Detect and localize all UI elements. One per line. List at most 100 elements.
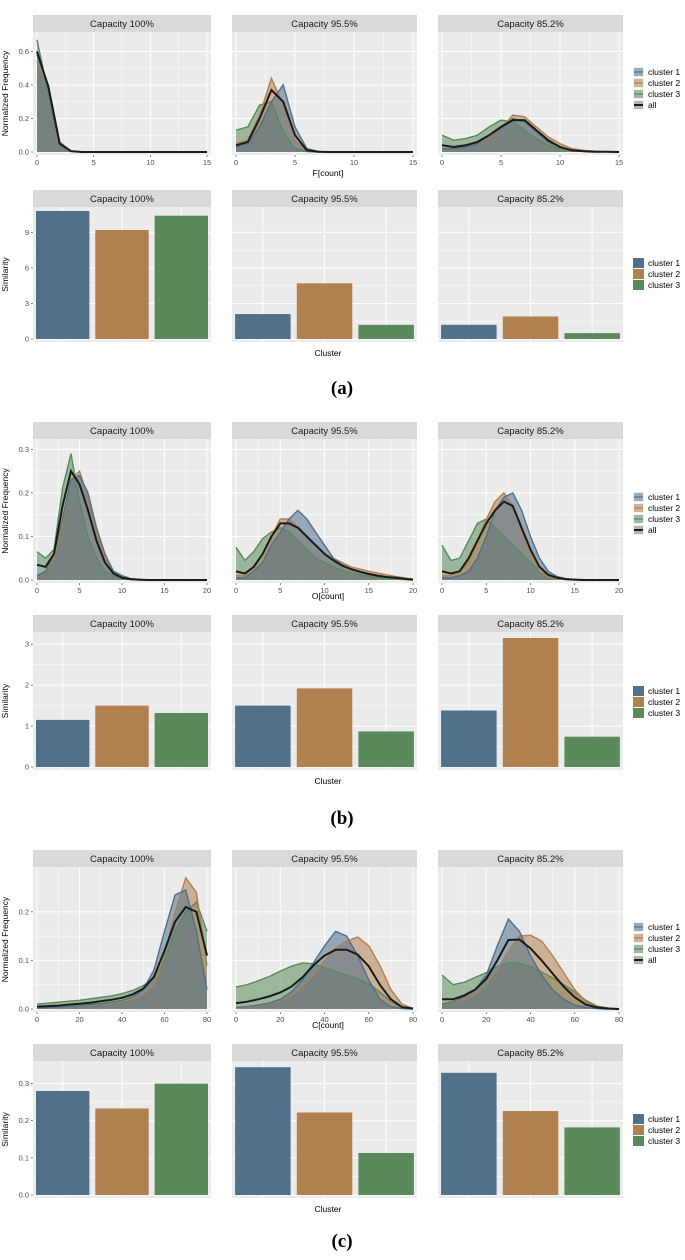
- x-tick-label: 0: [234, 586, 238, 595]
- x-axis-title: F[count]: [313, 168, 344, 178]
- y-axis-title: Similarity: [0, 683, 10, 718]
- y-tick-label: 0.3: [19, 1079, 29, 1088]
- bar-cluster-2: [95, 1108, 149, 1195]
- legend-label: cluster 2: [648, 78, 680, 88]
- facet-strip-label: Capacity 95.5%: [291, 194, 358, 205]
- legend-label: cluster 2: [648, 697, 680, 707]
- x-axis-title: Cluster: [315, 776, 342, 786]
- y-tick-label: 0.0: [19, 1005, 29, 1014]
- legend-label: cluster 3: [648, 708, 680, 718]
- bar-cluster-1: [36, 1091, 90, 1195]
- bar-cluster-1: [441, 1072, 497, 1195]
- panel-label: (b): [330, 808, 353, 829]
- x-tick-label: 10: [146, 158, 154, 167]
- facet-strip-label: Capacity 95.5%: [291, 619, 358, 630]
- facet-strip: [438, 1044, 623, 1061]
- y-tick-label: 2: [25, 681, 29, 690]
- line-cluster-3: [235, 526, 414, 581]
- facet-strip-label: Capacity 85.2%: [497, 619, 564, 630]
- x-tick-label: 5: [293, 158, 297, 167]
- facet-strip: [438, 190, 623, 207]
- facet-strip: [232, 190, 417, 207]
- bar-cluster-2: [296, 283, 353, 339]
- y-tick-label: 0.2: [19, 1116, 29, 1125]
- facet-strip: [232, 1044, 417, 1061]
- legend-key-fill: [633, 697, 644, 707]
- bar-cluster-3: [358, 731, 414, 767]
- legend-label: cluster 2: [648, 269, 680, 279]
- x-tick-label: 15: [571, 586, 579, 595]
- x-tick-label: 40: [118, 1015, 126, 1024]
- y-tick-label: 0.3: [19, 445, 29, 454]
- legend-key-fill: [633, 1114, 644, 1124]
- y-tick-label: 0: [25, 763, 29, 772]
- bar-cluster-3: [564, 1127, 620, 1195]
- x-tick-label: 5: [484, 586, 488, 595]
- bar-cluster-1: [235, 314, 291, 339]
- bar-cluster-2: [95, 705, 149, 767]
- bar-cluster-2: [502, 316, 559, 339]
- legend-label: cluster 1: [648, 922, 680, 932]
- line-all: [235, 88, 413, 153]
- legend-label: cluster 1: [648, 258, 680, 268]
- x-tick-label: 20: [276, 1015, 284, 1024]
- facet-strip-label: Capacity 100%: [90, 426, 154, 437]
- legend-key-fill: [633, 686, 644, 696]
- legend-key-fill: [633, 280, 644, 290]
- x-tick-label: 15: [160, 586, 168, 595]
- y-tick-label: 0: [25, 335, 29, 344]
- facet-strip: [33, 422, 211, 439]
- bar-cluster-2: [502, 1111, 559, 1195]
- x-tick-label: 20: [482, 1015, 490, 1024]
- x-tick-label: 15: [409, 158, 417, 167]
- bar-cluster-3: [358, 324, 414, 339]
- facet-strip-label: Capacity 85.2%: [497, 19, 564, 30]
- line-cluster-1: [235, 930, 414, 1010]
- facet-strip-label: Capacity 85.2%: [497, 194, 564, 205]
- bar-cluster-2: [296, 688, 353, 767]
- area-cluster-1: [236, 510, 413, 580]
- legend-label: all: [648, 100, 657, 110]
- x-tick-label: 40: [526, 1015, 534, 1024]
- line-all: [36, 468, 207, 581]
- legend-label: cluster 2: [648, 503, 680, 513]
- facet-strip: [438, 850, 623, 867]
- x-tick-label: 5: [499, 158, 503, 167]
- x-tick-label: 0: [440, 1015, 444, 1024]
- x-tick-label: 0: [234, 1015, 238, 1024]
- y-tick-label: 3: [25, 640, 29, 649]
- legend-label: cluster 2: [648, 933, 680, 943]
- y-tick-label: 0.2: [19, 488, 29, 497]
- bar-cluster-1: [441, 710, 497, 767]
- facet-strip: [232, 615, 417, 632]
- x-tick-label: 10: [320, 586, 328, 595]
- x-tick-label: 0: [35, 1015, 39, 1024]
- facet-strip-label: Capacity 100%: [90, 1048, 154, 1059]
- x-tick-label: 5: [77, 586, 81, 595]
- bar-cluster-3: [564, 333, 620, 339]
- legend-label: all: [648, 525, 657, 535]
- bar-cluster-1: [36, 211, 90, 339]
- line-all: [235, 522, 414, 581]
- y-tick-label: 0.4: [19, 80, 29, 89]
- facet-strip-label: Capacity 85.2%: [497, 426, 564, 437]
- facet-strip-label: Capacity 100%: [90, 194, 154, 205]
- bar-cluster-3: [564, 736, 620, 767]
- y-tick-label: 0.1: [19, 532, 29, 541]
- facet-strip: [33, 1044, 211, 1061]
- facet-strip-label: Capacity 95.5%: [291, 19, 358, 30]
- x-tick-label: 0: [440, 158, 444, 167]
- area-cluster-1: [236, 84, 413, 152]
- area-cluster-1: [236, 931, 413, 1009]
- line-all: [36, 51, 207, 153]
- x-tick-label: 5: [278, 586, 282, 595]
- x-tick-label: 40: [320, 1015, 328, 1024]
- bar-cluster-3: [154, 713, 208, 767]
- x-axis-title: Cluster: [315, 1204, 342, 1214]
- legend-label: cluster 3: [648, 89, 680, 99]
- x-tick-label: 10: [556, 158, 564, 167]
- legend-label: cluster 1: [648, 1114, 680, 1124]
- y-tick-label: 0.2: [19, 114, 29, 123]
- x-tick-label: 80: [615, 1015, 623, 1024]
